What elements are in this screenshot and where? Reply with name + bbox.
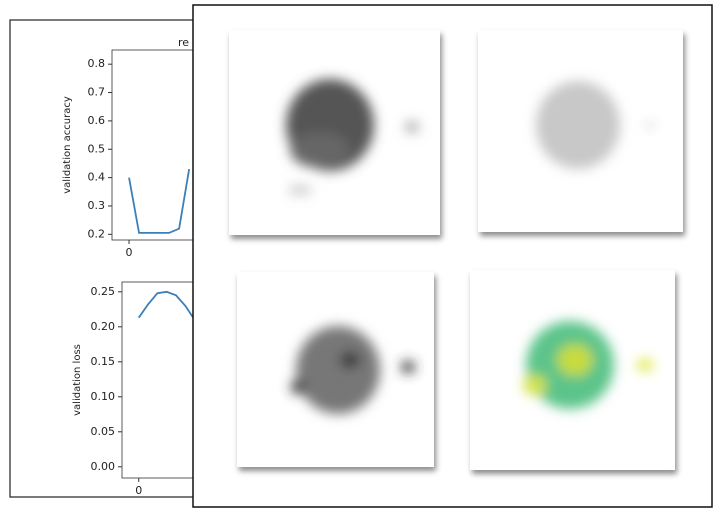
y-tick-label: 0.05 — [91, 425, 116, 438]
thumbnail — [470, 270, 675, 470]
chart-title: re — [178, 36, 189, 49]
x-tick-label: 0 — [135, 484, 142, 497]
thumbnail — [229, 30, 440, 235]
thumbnail — [237, 272, 434, 467]
x-tick-label: 0 — [126, 246, 133, 259]
y-axis-label: validation accuracy — [62, 96, 73, 194]
y-tick-label: 0.3 — [88, 199, 106, 212]
y-tick-label: 0.25 — [91, 285, 116, 298]
screenshot: re validation accuracy 0.2 0.3 0.4 0.5 0.6 0.7 0… — [0, 0, 716, 510]
y-tick-label: 0.5 — [88, 142, 106, 155]
y-tick-label: 0.2 — [88, 227, 106, 240]
y-tick-label: 0.4 — [88, 171, 106, 184]
y-tick-label: 0.7 — [88, 86, 106, 99]
y-tick-label: 0.6 — [88, 114, 106, 127]
thumbnail — [478, 30, 683, 232]
y-tick-label: 0.20 — [91, 320, 116, 333]
overlay-panel — [193, 5, 712, 507]
y-tick-label: 0.8 — [88, 57, 106, 70]
y-axis-label: validation loss — [72, 344, 83, 416]
y-tick-label: 0.10 — [91, 390, 116, 403]
y-tick-label: 0.15 — [91, 355, 116, 368]
y-tick-label: 0.00 — [91, 460, 116, 473]
